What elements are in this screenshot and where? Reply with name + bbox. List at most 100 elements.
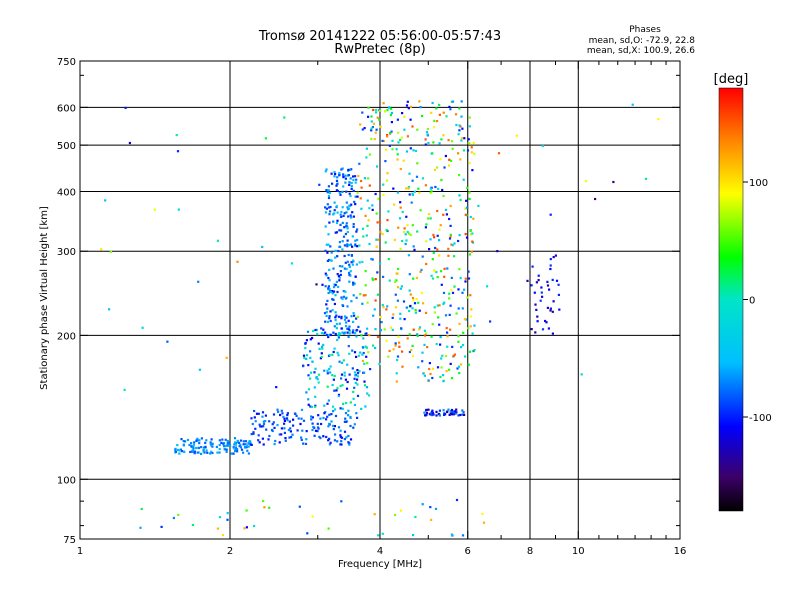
data-point [250, 417, 253, 420]
data-point [340, 440, 343, 443]
data-point [335, 280, 338, 283]
data-point [225, 448, 228, 451]
data-point [445, 213, 448, 216]
data-point [343, 371, 346, 374]
data-point [356, 228, 359, 231]
data-point [426, 133, 429, 136]
data-point [234, 443, 237, 446]
data-point [262, 425, 265, 428]
data-point [429, 412, 432, 415]
x-tick-label: 8 [527, 546, 533, 557]
data-point [283, 417, 286, 420]
data-point [332, 410, 335, 413]
data-point [337, 275, 340, 278]
data-point [354, 381, 357, 384]
data-point [189, 450, 192, 454]
data-point [539, 299, 542, 302]
y-tick-label: 600 [57, 103, 76, 114]
data-point [460, 139, 463, 142]
data-point [430, 111, 433, 114]
data-point [329, 371, 332, 374]
data-point [343, 254, 346, 258]
data-point [449, 304, 452, 307]
data-point [349, 214, 352, 217]
data-point [221, 534, 224, 537]
data-point [310, 405, 314, 408]
x-tick-label: 10 [572, 546, 585, 557]
data-point [416, 334, 419, 337]
data-point [394, 342, 397, 345]
data-point [346, 227, 349, 230]
data-point [335, 389, 338, 392]
data-point [318, 435, 321, 438]
grid-lines [80, 61, 680, 539]
data-point [374, 328, 377, 331]
data-point [379, 316, 382, 319]
data-point [429, 187, 432, 190]
data-point [193, 452, 196, 455]
data-point [445, 370, 448, 373]
data-point [431, 414, 434, 417]
data-point [403, 227, 406, 230]
data-point [446, 267, 449, 270]
data-point [364, 214, 367, 217]
data-point [367, 115, 370, 118]
data-point [263, 506, 266, 509]
data-point [548, 288, 551, 291]
data-point [453, 242, 456, 245]
data-point [471, 232, 474, 235]
data-point [416, 162, 419, 165]
data-point [218, 516, 222, 519]
data-point [448, 105, 451, 108]
data-point [195, 439, 198, 442]
data-point [418, 100, 421, 103]
data-point [368, 334, 371, 337]
data-point [333, 325, 336, 328]
data-point [245, 446, 248, 449]
data-point [396, 286, 400, 289]
data-point [336, 290, 339, 294]
data-point [311, 336, 314, 340]
data-point [400, 285, 403, 288]
data-point [387, 106, 391, 109]
x-axis-label: Frequency [MHz] [338, 559, 422, 570]
data-point [338, 241, 341, 244]
data-point [449, 235, 452, 238]
data-point [345, 387, 349, 390]
data-point [333, 212, 336, 215]
data-point [333, 201, 336, 204]
data-point [239, 443, 242, 446]
data-point [329, 290, 332, 294]
data-point [368, 153, 372, 156]
data-point [399, 287, 402, 290]
data-point [327, 285, 330, 288]
data-point [197, 280, 200, 283]
data-point [140, 507, 143, 511]
data-point [344, 290, 347, 293]
data-point [362, 235, 365, 238]
data-point [445, 327, 448, 330]
data-point [451, 100, 455, 103]
data-point [247, 452, 250, 455]
data-point [424, 138, 427, 141]
data-point [428, 362, 431, 365]
data-point [281, 412, 284, 415]
data-point [262, 422, 266, 425]
data-point [460, 115, 463, 118]
data-point [277, 410, 280, 413]
data-point [374, 346, 377, 350]
data-point [193, 441, 196, 444]
data-point [278, 441, 281, 444]
data-point [395, 372, 398, 375]
data-point [311, 422, 314, 425]
data-point [273, 426, 276, 429]
data-point [440, 270, 443, 273]
data-point [459, 158, 462, 161]
data-point [327, 439, 330, 442]
data-point [211, 445, 214, 448]
data-point [411, 125, 414, 128]
data-point [360, 334, 363, 337]
data-point [352, 223, 355, 226]
data-point [445, 115, 448, 118]
data-point [414, 309, 417, 312]
